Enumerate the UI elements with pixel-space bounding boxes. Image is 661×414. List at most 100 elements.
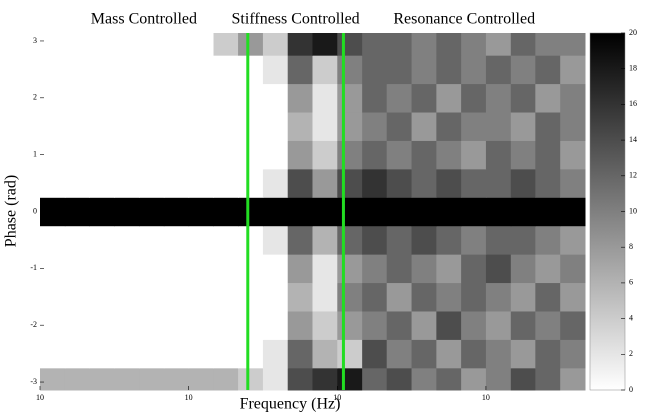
heatmap-cell	[40, 310, 66, 340]
heatmap-cell	[89, 197, 115, 227]
heatmap-cell	[436, 310, 462, 340]
heatmap-cell	[535, 254, 561, 284]
heatmap-cell	[485, 310, 512, 340]
heatmap-cell	[461, 339, 487, 369]
regime-label: Stiffness Controlled	[232, 11, 360, 28]
heatmap-cell	[262, 367, 289, 391]
heatmap-cell	[436, 140, 462, 170]
heatmap-cell	[139, 254, 165, 284]
heatmap-cell	[213, 83, 239, 113]
heatmap-cell	[40, 197, 66, 227]
y-tick-label: 2	[33, 93, 37, 102]
heatmap-cell	[411, 33, 437, 56]
heatmap-cell	[312, 254, 338, 284]
heatmap-cell	[188, 225, 215, 255]
heatmap-cell	[163, 197, 190, 227]
colorbar-tick-label: 10	[629, 206, 637, 215]
x-tick-label: 10	[482, 393, 490, 402]
heatmap-cell	[40, 282, 66, 312]
heatmap-cell	[287, 112, 313, 141]
heatmap-cell	[139, 197, 165, 227]
heatmap-cell	[262, 140, 289, 170]
heatmap-cell	[535, 83, 561, 113]
heatmap-cell	[188, 339, 215, 369]
heatmap-cell	[436, 225, 462, 255]
heatmap-cell	[362, 55, 388, 85]
heatmap-cell	[163, 83, 190, 113]
heatmap-cell	[64, 197, 90, 227]
heatmap-cell	[461, 168, 487, 198]
heatmap-cell	[362, 339, 388, 369]
heatmap-cell	[64, 112, 90, 141]
heatmap-cell	[386, 33, 413, 56]
heatmap-cell	[139, 310, 165, 340]
heatmap-cell	[312, 310, 338, 340]
heatmap-cell	[139, 55, 165, 85]
heatmap-cell	[188, 140, 215, 170]
heatmap-cell	[114, 140, 140, 170]
heatmap-cell	[485, 112, 512, 141]
heatmap-cell	[287, 225, 313, 255]
heatmap-cell	[436, 55, 462, 85]
heatmap-cell	[411, 197, 437, 227]
heatmap-cell	[114, 339, 140, 369]
heatmap-cell	[362, 282, 388, 312]
heatmap-cell	[287, 168, 313, 198]
heatmap-cell	[337, 310, 363, 340]
heatmap-cell	[40, 367, 66, 391]
x-axis-label: Frequency (Hz)	[240, 396, 341, 413]
heatmap-cell	[213, 282, 239, 312]
heatmap-cell	[386, 254, 413, 284]
heatmap-cell	[64, 33, 90, 56]
heatmap-cell	[188, 33, 215, 56]
heatmap-cell	[213, 310, 239, 340]
heatmap-cell	[64, 168, 90, 198]
heatmap-cell	[312, 55, 338, 85]
heatmap-cell	[287, 83, 313, 113]
heatmap-cell	[287, 197, 313, 227]
heatmap-cell	[411, 168, 437, 198]
heatmap-cell	[535, 339, 561, 369]
heatmap-cell	[362, 225, 388, 255]
heatmap-cell	[386, 225, 413, 255]
heatmap-cell	[139, 225, 165, 255]
colorbar-tick-label: 6	[629, 278, 633, 287]
heatmap-cell	[40, 55, 66, 85]
heatmap-cell	[510, 310, 536, 340]
heatmap-cell	[238, 168, 264, 198]
heatmap-cell	[213, 367, 239, 391]
y-tick-label: 0	[33, 206, 37, 215]
heatmap-cell	[163, 282, 190, 312]
y-tick-label: -1	[30, 263, 37, 272]
heatmap-cell	[163, 140, 190, 170]
heatmap-cell	[485, 225, 512, 255]
heatmap-cell	[411, 310, 437, 340]
heatmap-cell	[89, 33, 115, 56]
heatmap-cell	[188, 282, 215, 312]
heatmap-cell	[64, 282, 90, 312]
heatmap-cell	[535, 197, 561, 227]
heatmap-cell	[560, 33, 586, 56]
heatmap-cell	[89, 282, 115, 312]
heatmap-cell	[485, 168, 512, 198]
heatmap-cell	[312, 140, 338, 170]
heatmap-cell	[64, 225, 90, 255]
heatmap-cell	[238, 140, 264, 170]
heatmap-cell	[560, 112, 586, 141]
heatmap-cell	[238, 112, 264, 141]
heatmap-cell	[436, 197, 462, 227]
heatmap-cell	[188, 367, 215, 391]
y-tick-label: 3	[33, 36, 37, 45]
heatmap-cell	[114, 197, 140, 227]
heatmap-cell	[163, 225, 190, 255]
heatmap-cell	[114, 367, 140, 391]
heatmap-cell	[213, 33, 239, 56]
heatmap-cell	[89, 254, 115, 284]
heatmap-cell	[337, 197, 363, 227]
heatmap-cell	[362, 33, 388, 56]
heatmap-cell	[188, 197, 215, 227]
heatmap-cell	[238, 282, 264, 312]
heatmap-cell	[262, 254, 289, 284]
heatmap-cell	[485, 282, 512, 312]
